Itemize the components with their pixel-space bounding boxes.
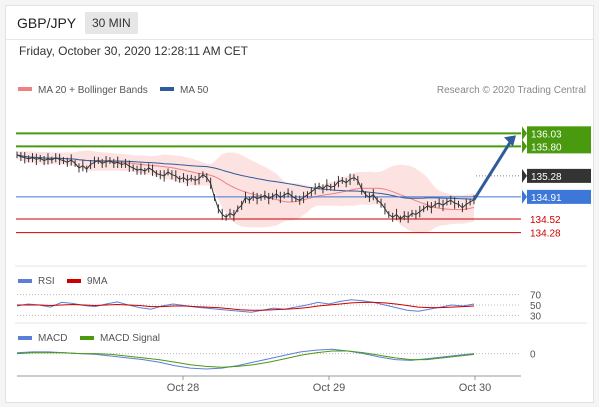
rsi-legend-swatch — [18, 279, 32, 283]
price-level-label: 135.80 — [531, 142, 562, 153]
price-label-box — [527, 189, 591, 204]
toolbar: GBP/JPY 30 MIN — [6, 6, 593, 40]
rsi-level-label: 50 — [530, 301, 542, 312]
macd-line — [16, 348, 475, 370]
timestamp: Friday, October 30, 2020 12:28:11 AM CET — [19, 44, 249, 58]
forecast-arrow — [472, 138, 514, 201]
ma50-legend-label: MA 50 — [180, 85, 209, 96]
symbol-label: GBP/JPY — [17, 15, 77, 31]
x-tick-label: Oct 29 — [313, 382, 345, 394]
rsi-level-label: 70 — [530, 291, 542, 302]
price-level-label: 135.28 — [531, 172, 562, 183]
price-label-pointer — [522, 126, 527, 141]
macd-legend-label: MACD — [38, 333, 67, 344]
rsi-line — [16, 299, 475, 313]
macd-signal-legend-swatch — [80, 336, 94, 340]
rsi-ma-line — [17, 301, 475, 311]
macd-level-label: 0 — [530, 350, 536, 361]
ma50-legend-swatch — [160, 87, 174, 91]
ma20-legend-swatch — [18, 87, 32, 91]
timeframe-button[interactable]: 30 MIN — [85, 12, 138, 34]
price-label-pointer — [522, 189, 527, 204]
macd-legend-swatch — [18, 336, 32, 340]
price-level-label: 134.91 — [531, 193, 562, 204]
chart-widget: GBP/JPY 30 MIN Friday, October 30, 2020 … — [5, 5, 594, 403]
rsi-legend-label: RSI — [38, 276, 55, 287]
rsi-ma-legend-label: 9MA — [87, 276, 108, 287]
price-label-pointer — [522, 168, 527, 183]
price-level-label: 134.52 — [530, 215, 561, 226]
price-label-pointer — [522, 139, 527, 154]
price-level-label: 136.03 — [531, 129, 562, 140]
ma20-legend-label: MA 20 + Bollinger Bands — [38, 85, 148, 96]
macd-signal-line — [16, 350, 475, 368]
macd-signal-legend-label: MACD Signal — [100, 333, 160, 344]
price-label-box — [527, 139, 591, 154]
rsi-level-label: 30 — [530, 311, 542, 322]
price-label-box — [527, 126, 591, 141]
x-tick-label: Oct 28 — [167, 382, 199, 394]
credit-text: Research © 2020 Trading Central — [437, 85, 586, 96]
price-label-box — [527, 168, 591, 183]
forecast-arrowhead — [504, 135, 516, 147]
price-level-label: 134.28 — [530, 229, 561, 240]
x-tick-label: Oct 30 — [459, 382, 491, 394]
rsi-ma-legend-swatch — [67, 279, 81, 283]
